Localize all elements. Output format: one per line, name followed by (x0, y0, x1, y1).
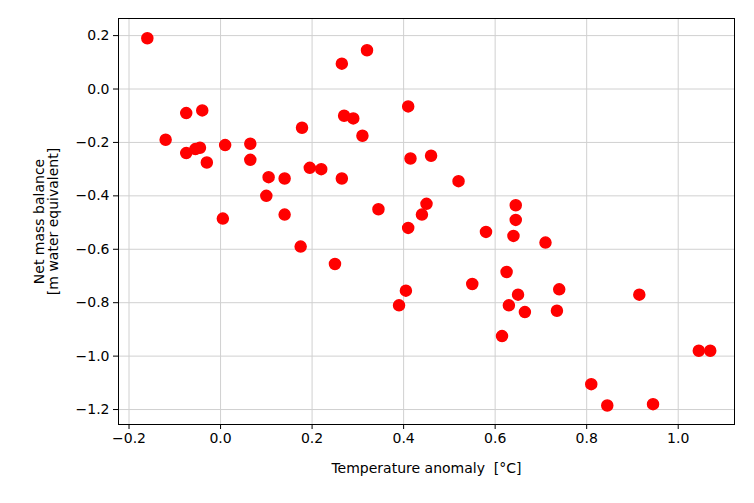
svg-text:0.0: 0.0 (209, 430, 231, 446)
svg-text:−0.6: −0.6 (76, 241, 110, 257)
svg-text:−0.4: −0.4 (76, 187, 110, 203)
svg-text:0.2: 0.2 (301, 430, 323, 446)
svg-text:−1.2: −1.2 (76, 401, 110, 417)
svg-text:0.2: 0.2 (87, 27, 109, 43)
svg-text:−0.2: −0.2 (76, 134, 110, 150)
svg-text:0.8: 0.8 (576, 430, 598, 446)
svg-text:0.0: 0.0 (87, 80, 109, 96)
svg-text:0.4: 0.4 (392, 430, 414, 446)
svg-text:−0.8: −0.8 (76, 294, 110, 310)
svg-text:1.0: 1.0 (667, 430, 689, 446)
svg-text:Net mass balance[m water equiv: Net mass balance[m water equivalent] (31, 148, 61, 295)
svg-text:−1.0: −1.0 (76, 348, 110, 364)
svg-text:Temperature anomaly [°C]: Temperature anomaly [°C] (330, 460, 521, 476)
svg-text:−0.2: −0.2 (112, 430, 146, 446)
svg-text:0.6: 0.6 (484, 430, 506, 446)
